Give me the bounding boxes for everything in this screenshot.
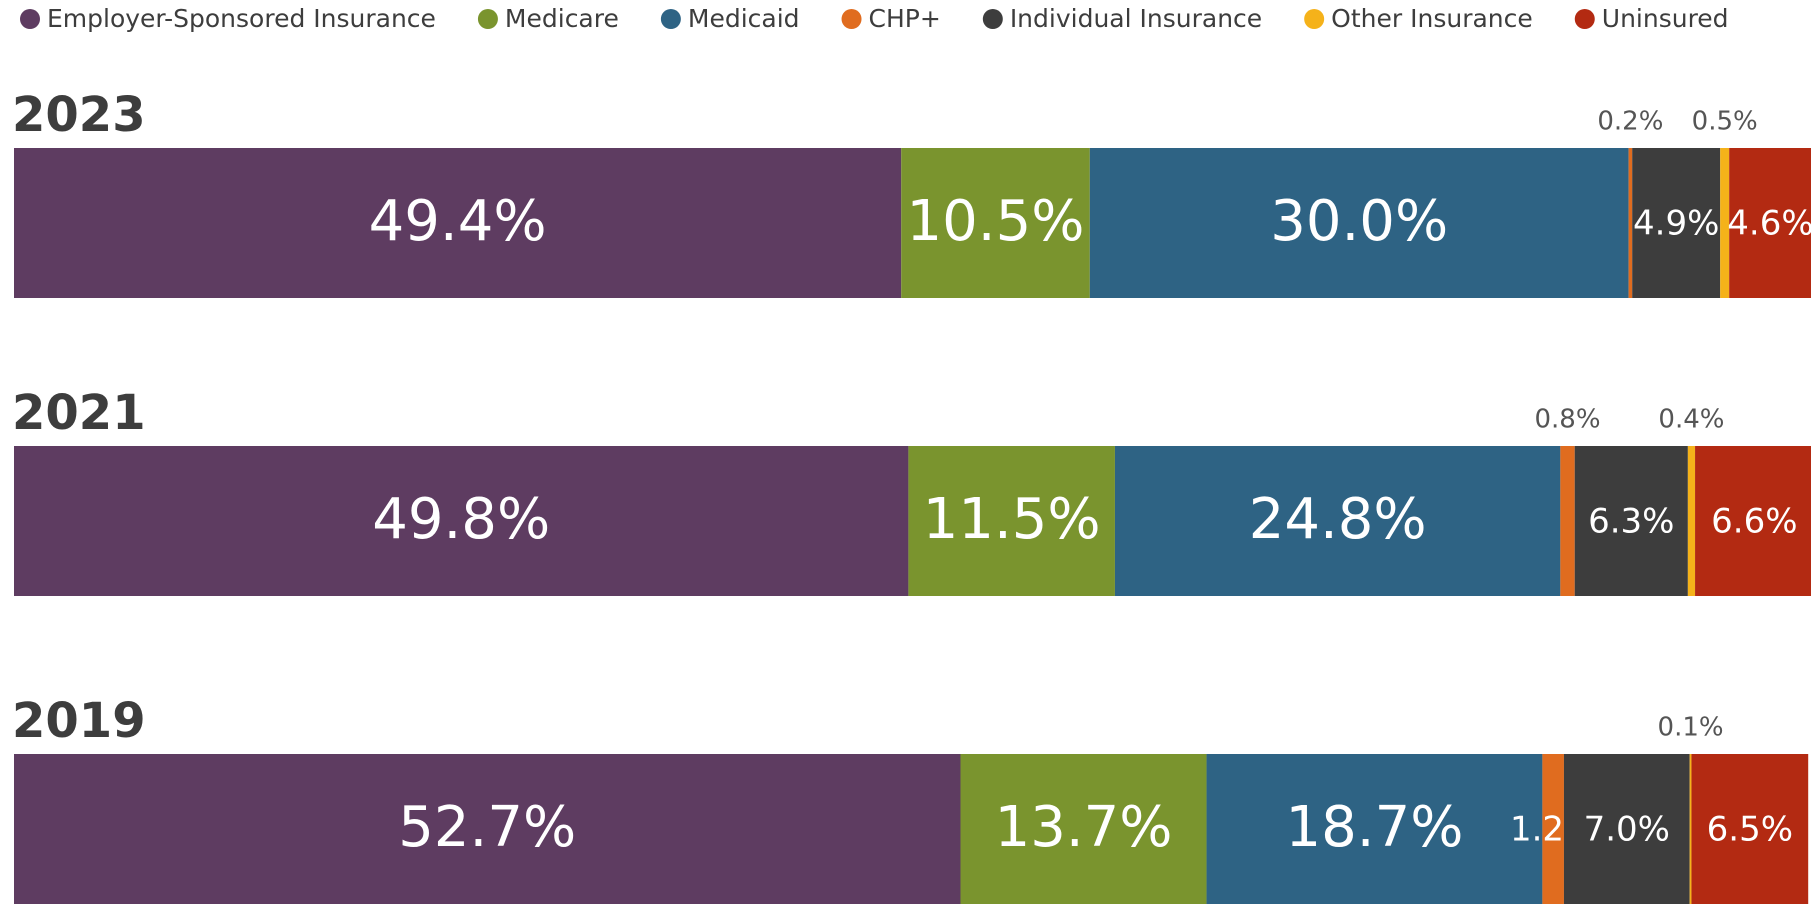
bar-segment (1720, 148, 1730, 298)
bar-segment (1542, 754, 1564, 904)
value-label: 7.0% (1584, 810, 1670, 850)
bar-segment (1687, 446, 1696, 596)
bar-segment (1560, 446, 1575, 596)
value-label: 0.2% (1597, 107, 1663, 137)
bar-segment (1632, 148, 1721, 298)
legend-swatch (841, 9, 862, 29)
bar-segment (1691, 754, 1809, 904)
bar-segment (1206, 754, 1543, 904)
bar-segment (1628, 148, 1633, 298)
year-label: 2023 (12, 87, 146, 143)
year-label: 2019 (12, 693, 146, 749)
legend-label: CHP+ (869, 4, 941, 33)
value-label: 49.4% (369, 189, 547, 254)
value-label: 11.5% (923, 487, 1101, 552)
bar-segment (1114, 446, 1561, 596)
legend-label: Uninsured (1602, 4, 1729, 33)
value-label: 0.4% (1658, 405, 1724, 435)
bar-segment (14, 148, 902, 298)
value-label: 0.8% (1535, 405, 1601, 435)
bar-segment (1729, 148, 1811, 298)
legend-swatch (1574, 9, 1595, 29)
bar-segment (1563, 754, 1690, 904)
value-label: 18.7% (1286, 795, 1464, 860)
bar-segment (901, 148, 1090, 298)
bar-segment (14, 446, 909, 596)
legend-label: Medicare (505, 4, 619, 33)
bar-segment (1689, 754, 1692, 904)
value-label: 0.5% (1692, 107, 1758, 137)
bar-segment (1695, 446, 1811, 596)
value-label: 24.8% (1249, 487, 1427, 552)
legend-swatch (1304, 9, 1325, 29)
value-label: 30.0% (1270, 189, 1448, 254)
value-label: 0.1% (1658, 713, 1724, 743)
legend-swatch (982, 9, 1003, 29)
value-label: 4.9% (1633, 204, 1719, 244)
value-label: 4.6% (1727, 204, 1811, 244)
value-label: 6.5% (1707, 810, 1793, 850)
bar-segment (1574, 446, 1688, 596)
value-label: 49.8% (372, 487, 550, 552)
legend-label: Other Insurance (1331, 4, 1533, 33)
value-label: 6.3% (1588, 502, 1674, 542)
legend-swatch (477, 9, 498, 29)
bar-segment (14, 754, 961, 904)
value-label: 6.6% (1711, 502, 1797, 542)
value-label: 10.5% (907, 189, 1085, 254)
bar-segment (960, 754, 1207, 904)
value-label: 13.7% (995, 795, 1173, 860)
year-label: 2021 (12, 385, 146, 441)
legend-swatch (20, 9, 40, 29)
bar-segment (1089, 148, 1629, 298)
bar-segment (908, 446, 1115, 596)
value-label: 52.7% (398, 795, 576, 860)
legend-label: Medicaid (688, 4, 800, 33)
legend-swatch (660, 9, 681, 29)
legend-label: Employer-Sponsored Insurance (47, 4, 436, 33)
legend-label: Individual Insurance (1010, 4, 1262, 33)
